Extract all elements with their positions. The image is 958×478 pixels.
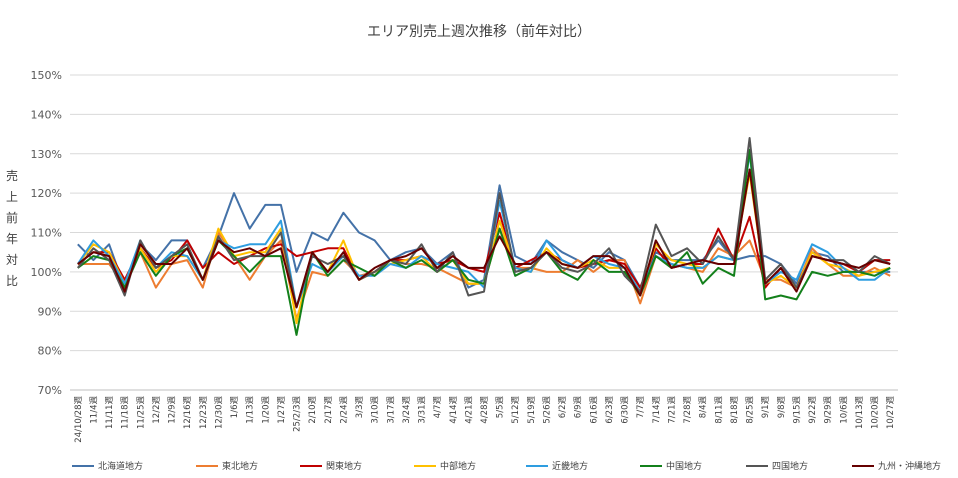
legend-label: 九州・沖縄地方 <box>878 460 941 472</box>
legend-label: 四国地方 <box>772 460 808 472</box>
series-line <box>77 148 891 336</box>
y-tick-label: 110% <box>31 227 62 240</box>
legend-item: 関東地方 <box>300 460 362 472</box>
x-tick-label: 11/11週 <box>105 396 115 429</box>
y-tick-label: 100% <box>31 266 62 279</box>
x-tick-label: 1/13週 <box>246 396 256 424</box>
x-tick-label: 9/15週 <box>792 396 802 424</box>
x-tick-label: 12/9週 <box>168 396 178 424</box>
x-tick-label: 4/21週 <box>464 396 474 424</box>
series-lines <box>76 137 891 336</box>
x-tick-label: 11/18週 <box>121 396 131 429</box>
x-tick-label: 9/1週 <box>761 396 771 419</box>
legend-item: 北海道地方 <box>72 460 143 472</box>
series-line <box>77 211 891 289</box>
x-tick-label: 1/20週 <box>261 396 271 424</box>
legend-item: 中国地方 <box>640 460 702 472</box>
x-tick-label: 7/28週 <box>683 396 693 424</box>
x-tick-label: 11/25週 <box>136 396 146 429</box>
x-tick-label: 10/13週 <box>855 396 865 429</box>
x-axis-ticks: 24/10/28週 11/4週 11/11週 11/18週 11/25週 12/2週 12/… <box>74 396 896 443</box>
x-tick-label: 3/10週 <box>371 396 381 424</box>
x-tick-label: 8/25週 <box>746 396 756 424</box>
x-tick-label: 3/3週 <box>355 396 365 419</box>
x-tick-label: 11/4週 <box>89 396 99 424</box>
x-tick-label: 5/12週 <box>511 396 521 424</box>
legend-label: 関東地方 <box>326 460 362 472</box>
x-tick-label: 6/23週 <box>605 396 615 424</box>
y-tick-label: 90% <box>38 305 62 318</box>
x-tick-label: 8/4週 <box>699 396 709 419</box>
x-tick-label: 10/27週 <box>886 396 896 429</box>
legend-label: 中国地方 <box>666 460 702 472</box>
x-tick-label: 4/28週 <box>480 396 490 424</box>
x-tick-label: 12/16週 <box>183 396 193 429</box>
y-tick-label: 140% <box>31 108 62 121</box>
x-tick-label: 5/19週 <box>527 396 537 424</box>
x-tick-label: 5/5週 <box>496 396 506 419</box>
x-tick-label: 3/31週 <box>418 396 428 424</box>
x-tick-label: 12/2週 <box>152 396 162 424</box>
y-axis-ticks: 70% 80% 90% 100% 110% 120% 130% 140% 150% <box>31 69 62 397</box>
legend-label: 中部地方 <box>440 460 476 472</box>
legend-item: 東北地方 <box>196 460 258 472</box>
x-tick-label: 12/23週 <box>199 396 209 429</box>
y-axis-label-char: 年 <box>6 232 18 246</box>
y-axis-label-char: 前 <box>6 210 18 225</box>
legend-label: 北海道地方 <box>98 460 143 472</box>
x-tick-label: 1/27週 <box>277 396 287 424</box>
x-tick-label: 5/26週 <box>542 396 552 424</box>
y-tick-label: 130% <box>31 148 62 161</box>
y-tick-label: 80% <box>38 345 62 358</box>
x-tick-label: 7/14週 <box>652 396 662 424</box>
x-tick-label: 2/10週 <box>308 396 318 424</box>
x-tick-label: 9/29週 <box>824 396 834 424</box>
y-axis-label-char: 売 <box>6 168 18 183</box>
x-tick-label: 8/18週 <box>730 396 740 424</box>
y-tick-label: 150% <box>31 69 62 82</box>
x-tick-label: 9/8週 <box>777 396 787 419</box>
x-tick-label: 4/7週 <box>433 396 443 419</box>
x-tick-label: 10/6週 <box>839 396 849 424</box>
x-tick-label: 9/22週 <box>808 396 818 424</box>
legend-item: 中部地方 <box>414 460 476 472</box>
x-tick-label: 3/17週 <box>386 396 396 424</box>
x-tick-label: 25/2/3週 <box>293 396 303 432</box>
x-tick-label: 24/10/28週 <box>74 396 84 443</box>
x-tick-label: 3/24週 <box>402 396 412 424</box>
x-tick-label: 6/2週 <box>558 396 568 419</box>
gridlines <box>70 74 898 391</box>
series-line <box>77 168 891 309</box>
x-tick-label: 10/20週 <box>871 396 881 429</box>
x-tick-label: 2/24週 <box>339 396 349 424</box>
y-axis-label-char: 比 <box>6 274 18 288</box>
x-tick-label: 1/6週 <box>230 396 240 419</box>
x-tick-label: 8/11週 <box>714 396 724 424</box>
y-tick-label: 70% <box>38 384 62 397</box>
chart-title: エリア別売上週次推移（前年対比） <box>367 23 591 40</box>
legend-label: 東北地方 <box>222 460 258 472</box>
legend: 北海道地方 東北地方 関東地方 中部地方 近畿地方 中国地方 四国地方 九州・沖縄地方 <box>72 460 941 472</box>
x-tick-label: 2/17週 <box>324 396 334 424</box>
x-tick-label: 4/14週 <box>449 396 459 424</box>
x-tick-label: 7/21週 <box>667 396 677 424</box>
x-tick-label: 7/7週 <box>636 396 646 419</box>
x-tick-label: 6/9週 <box>574 396 584 419</box>
y-tick-label: 120% <box>31 187 62 200</box>
x-tick-label: 12/30週 <box>214 396 224 429</box>
legend-item: 四国地方 <box>746 460 808 472</box>
x-tick-label: 6/30週 <box>621 396 631 424</box>
legend-item: 近畿地方 <box>526 460 588 472</box>
legend-item: 九州・沖縄地方 <box>852 460 941 472</box>
legend-label: 近畿地方 <box>552 460 588 472</box>
y-axis-label-char: 対 <box>6 253 18 267</box>
x-tick-label: 6/16週 <box>589 396 599 424</box>
series-line <box>77 172 891 325</box>
y-axis-label-char: 上 <box>6 190 18 204</box>
